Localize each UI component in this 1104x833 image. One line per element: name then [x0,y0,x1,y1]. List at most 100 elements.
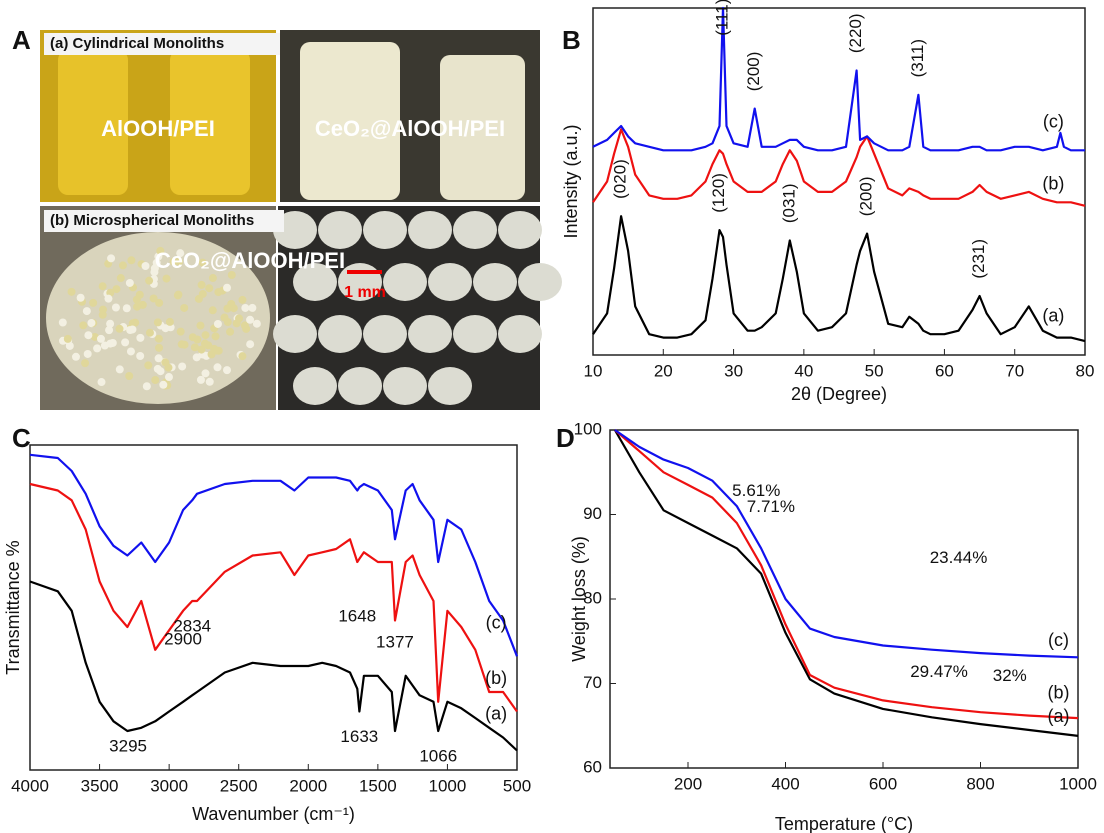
series-line [592,128,1086,207]
series-line [29,580,518,752]
annotation: 7.71% [747,497,795,516]
bead [144,361,153,370]
x-tick-label: 200 [674,774,702,793]
bead [150,264,159,273]
bead [145,276,154,285]
sphere [408,211,452,249]
annotation: 1648 [338,607,376,626]
bead [197,280,206,289]
bead [65,341,74,350]
bead [98,282,107,291]
sphere [473,263,517,301]
x-tick-label: 1000 [429,776,467,795]
bead [153,364,162,373]
bead [125,372,134,381]
x-tick-label: 3000 [150,776,188,795]
peak-label: (231) [969,239,988,279]
plot-frame [29,444,518,771]
bead [223,283,232,292]
series-line [29,482,518,713]
bead [142,382,151,391]
x-axis-title: 2θ (Degree) [791,384,887,404]
annotation: 29.47% [910,662,968,681]
y-tick-label: 70 [583,673,602,692]
peak-label: (200) [744,52,763,92]
bead [198,289,207,298]
bead [242,324,251,333]
sphere [383,263,427,301]
bead [155,298,164,307]
bead [192,353,201,362]
caption-box [44,210,284,232]
bead [135,290,144,299]
bead [87,318,96,327]
y-tick-label: 90 [583,504,602,523]
sphere [363,211,407,249]
bead [246,340,255,349]
bead [98,310,107,319]
bead [161,324,170,333]
bead [213,363,222,372]
sphere [273,315,317,353]
bead [115,365,124,374]
bead [208,306,217,315]
curve-label: (c) [1048,630,1069,650]
scale-label: 1 mm [344,284,386,301]
photo-label: CeO₂@AlOOH/PEI [155,248,345,273]
photo-label: AlOOH/PEI [101,116,215,141]
cylinder [300,42,400,200]
y-tick-label: 100 [574,419,602,438]
sphere [363,315,407,353]
x-tick-label: 800 [966,774,994,793]
bead [154,354,163,363]
bead [201,369,210,378]
sphere [318,211,362,249]
bead [174,290,183,299]
bead [133,302,142,311]
bead [241,303,250,312]
sphere [453,315,497,353]
bead [161,358,170,367]
bead [197,345,206,354]
series-line [614,429,1079,720]
curve-label: (a) [1048,706,1070,726]
peak-label: (111) [713,0,732,36]
bead [83,349,92,358]
bead [201,331,210,340]
annotation: 1633 [340,727,378,746]
x-tick-label: 600 [869,774,897,793]
sphere [338,367,382,405]
curve-label: (b) [1048,682,1070,702]
photo-label: CeO₂@AlOOH/PEI [315,116,505,141]
bead [116,274,125,283]
bead [165,317,174,326]
bead [205,377,214,386]
peak-label: (120) [709,173,728,213]
sphere [408,315,452,353]
bead [198,258,207,267]
annotation: 1066 [419,746,457,765]
bead [126,347,135,356]
x-axis-title: Temperature (°C) [775,814,913,833]
sphere [518,263,562,301]
cylinder [58,50,128,195]
bead [89,298,98,307]
annotation: 5.61% [732,481,780,500]
panel-label: B [562,25,581,55]
bead [58,318,67,327]
bead [180,303,189,312]
bead [81,359,90,368]
bead [93,344,102,353]
x-tick-label: 10 [584,361,603,380]
bead [212,346,221,355]
sphere [498,315,542,353]
curve-label: (a) [1042,306,1064,326]
series-line [592,6,1085,152]
bead [136,333,145,342]
x-tick-label: 2500 [220,776,258,795]
bead [141,262,150,271]
bead [122,304,131,313]
bead [232,319,241,328]
series-line [614,429,1079,659]
